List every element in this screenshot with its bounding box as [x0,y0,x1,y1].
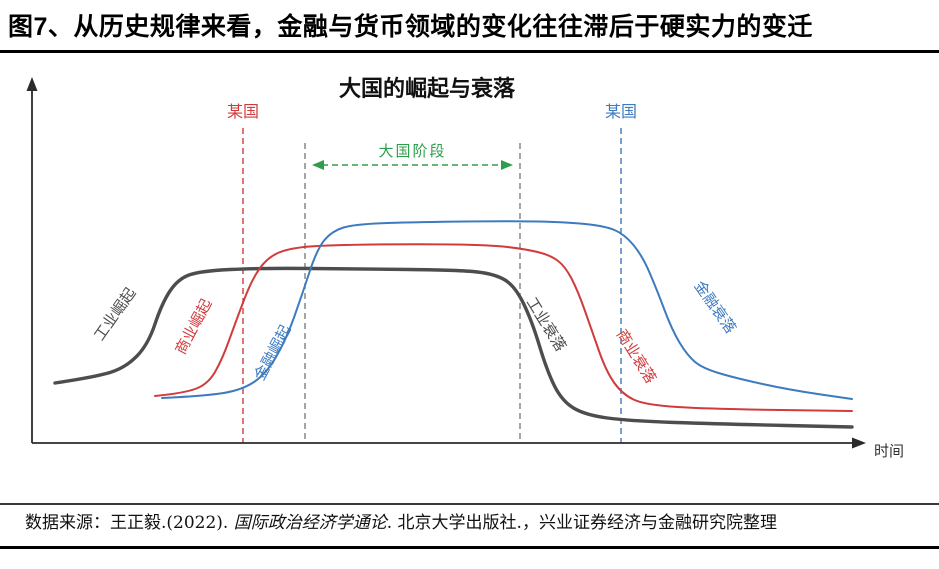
x-axis-arrow-icon [852,437,866,449]
source-note: 数据来源：王正毅.(2022). 国际政治经济学通论. 北京大学出版社.，兴业证… [0,503,939,549]
curve-2 [161,220,853,400]
event-marker-label-country-red: 某国 [227,103,259,121]
curve-label-0: 工业崛起 [91,285,139,344]
markers-layer: 某国 某国 [227,103,637,443]
y-axis-arrow-icon [26,77,38,91]
source-prefix: 数据来源：王正毅.(2022). [25,513,234,533]
curve-label-1: 商业崛起 [172,296,215,357]
curve-0 [53,266,854,429]
stage-span-label: 大国阶段 [378,143,446,160]
x-axis-label: 时间 [874,443,904,460]
curve-label-3: 工业衰落 [523,295,569,355]
stage-span-arrow-right-icon [501,160,513,170]
stage-span-arrow-left-icon [312,160,324,170]
curve-1 [154,243,853,412]
figure-title: 图7、从历史规律来看，金融与货币领域的变化往往滞后于硬实力的变迁 [8,13,813,41]
curves-layer [53,220,854,429]
event-marker-label-country-blue: 某国 [605,103,637,121]
curve-label-2: 金融崛起 [251,322,294,383]
axes: 时间 [26,77,904,460]
figure-header: 图7、从历史规律来看，金融与货币领域的变化往往滞后于硬实力的变迁 [0,0,939,53]
curve-label-4: 商业衰落 [613,327,659,387]
chart-svg: 大国的崛起与衰落 某国 某国 大国阶段 工业崛起 商业崛起 金融崛起 工业衰落商业衰落金… [26,76,904,460]
chart-title: 大国的崛起与衰落 [339,76,516,101]
source-book-title: 国际政治经济学通论 [233,513,387,533]
source-suffix: . 北京大学出版社.，兴业证券经济与金融研究院整理 [386,513,777,533]
chart-area: 大国的崛起与衰落 某国 某国 大国阶段 工业崛起 商业崛起 金融崛起 工业衰落 商业衰落金… [0,53,939,503]
curve-label-5: 金融衰落 [691,278,739,337]
span-layer: 大国阶段 [312,143,513,170]
